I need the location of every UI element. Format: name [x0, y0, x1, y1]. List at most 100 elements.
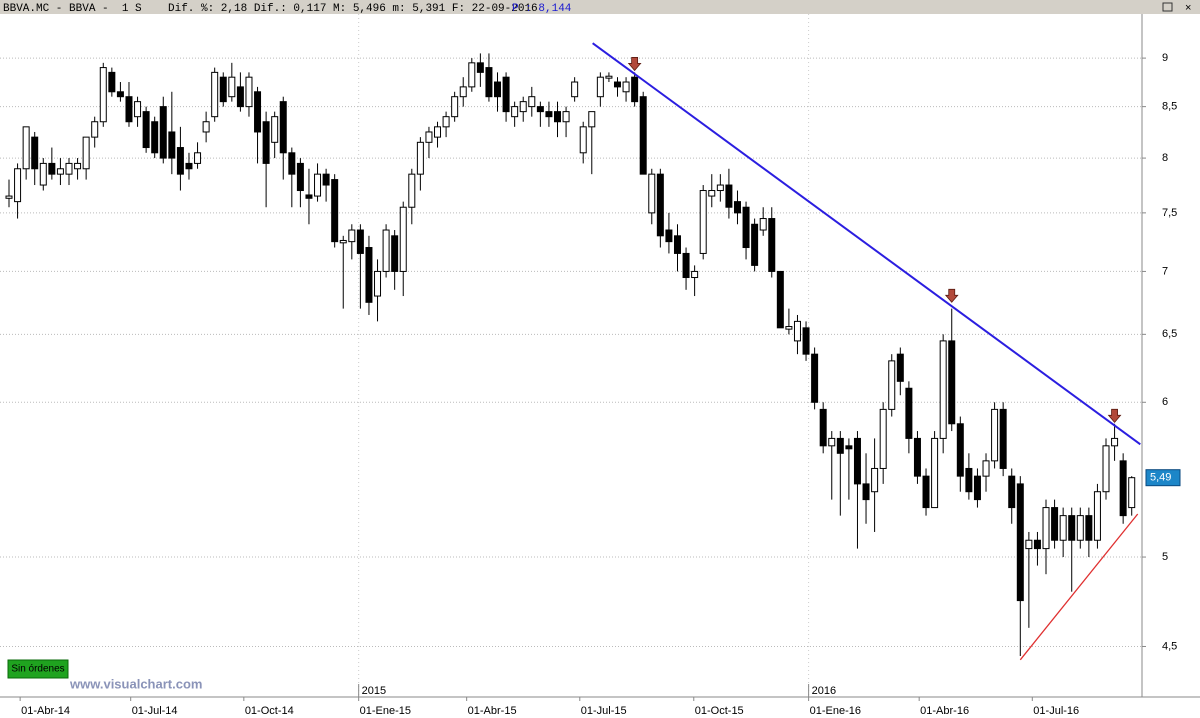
- candle-body: [271, 116, 279, 143]
- candle-body: [159, 106, 167, 159]
- candle-body: [751, 223, 759, 266]
- y-tick-label: 6,5: [1162, 328, 1177, 340]
- header-price: P : 8,144: [512, 3, 572, 15]
- candle-body: [999, 408, 1007, 469]
- candle-body: [425, 131, 433, 143]
- candle-body: [485, 67, 493, 98]
- close-icon[interactable]: ×: [1185, 2, 1191, 14]
- candle-body: [1033, 539, 1041, 550]
- candle-body: [879, 408, 887, 469]
- candle-body: [314, 173, 322, 197]
- candle-body: [1119, 460, 1127, 517]
- candle-body: [305, 194, 313, 199]
- candle-body: [811, 353, 819, 403]
- candle-body: [91, 121, 99, 138]
- candle-body: [374, 270, 382, 297]
- candle-body: [31, 136, 39, 170]
- candle-body: [768, 218, 776, 272]
- candle-body: [991, 408, 999, 462]
- signal-arrow: [944, 288, 959, 303]
- candle-body: [468, 62, 476, 88]
- candle-body: [236, 86, 244, 108]
- last-price-label: 5,49: [1150, 472, 1171, 484]
- y-tick-label: 7: [1162, 265, 1168, 277]
- candle-body: [168, 131, 176, 159]
- candle-body: [74, 162, 82, 170]
- candle-body: [296, 162, 304, 192]
- candle-body: [82, 136, 90, 170]
- candle-body: [528, 96, 536, 108]
- x-tick-label: 01-Jul-16: [1033, 705, 1079, 717]
- candle-body: [511, 106, 519, 118]
- header-symbol: BBVA.MC - BBVA - 1 S: [3, 3, 142, 15]
- candle-body: [905, 387, 913, 439]
- x-tick-label: 01-Oct-15: [695, 705, 744, 717]
- candle-body: [699, 190, 707, 254]
- candle-body: [459, 86, 467, 98]
- candle-body: [494, 81, 502, 98]
- candle-body: [776, 270, 784, 329]
- candle-body: [639, 96, 647, 175]
- year-label: 2015: [362, 685, 386, 697]
- candle-body: [22, 126, 30, 170]
- candle-body: [1025, 539, 1033, 550]
- candle-body: [399, 206, 407, 272]
- candle-body: [682, 252, 690, 279]
- candle-body: [442, 116, 450, 128]
- candle-body: [339, 239, 347, 244]
- candle-body: [356, 229, 364, 254]
- candle-body: [939, 340, 947, 439]
- candle-body: [348, 229, 356, 243]
- candle-body: [1085, 515, 1093, 541]
- last-price-box: [1145, 469, 1181, 487]
- candle-body: [39, 162, 47, 186]
- candle-body: [708, 190, 716, 197]
- candle-body: [1068, 515, 1076, 541]
- candle-body: [1008, 475, 1016, 509]
- candle-body: [802, 327, 810, 355]
- candle-body: [828, 437, 836, 447]
- candle-body: [1042, 507, 1050, 550]
- candle-body: [913, 437, 921, 477]
- status-box[interactable]: [7, 659, 69, 679]
- candle-body: [99, 67, 107, 123]
- candle-body: [1051, 507, 1059, 541]
- trendline: [592, 42, 1141, 446]
- candle-body: [845, 445, 853, 450]
- candle-body: [262, 121, 270, 164]
- candle-body: [202, 121, 210, 133]
- candle-body: [151, 121, 159, 154]
- candle-body: [1111, 437, 1119, 447]
- candle-body: [554, 111, 562, 123]
- candle-body: [288, 152, 296, 175]
- signal-arrow: [627, 57, 642, 72]
- candle-body: [108, 71, 116, 93]
- x-tick-label: 01-Jul-15: [581, 705, 627, 717]
- x-tick-label: 01-Jul-14: [132, 705, 178, 717]
- candle-body: [408, 173, 416, 208]
- candle-body: [982, 460, 990, 477]
- candle-body: [331, 179, 339, 243]
- menu-icon[interactable]: [1162, 2, 1173, 12]
- x-tick-label: 01-Oct-14: [245, 705, 294, 717]
- candle-body: [931, 437, 939, 509]
- candle-body: [245, 76, 253, 108]
- candle-body: [56, 168, 64, 175]
- candle-body: [228, 76, 236, 98]
- y-tick-label: 5: [1162, 551, 1168, 563]
- candle-body: [965, 467, 973, 493]
- candle-body: [451, 96, 459, 118]
- candle-body: [656, 173, 664, 237]
- candle-body: [733, 201, 741, 214]
- x-tick-label: 01-Abr-15: [468, 705, 517, 717]
- candle-body: [562, 111, 570, 123]
- x-tick-label: 01-Ene-15: [360, 705, 411, 717]
- candle-body: [536, 106, 544, 113]
- candle-body: [605, 75, 613, 79]
- candle-body: [219, 76, 227, 103]
- header-fields: Dif. %: 2,18 Dif.: 0,117 M: 5,496 m: 5,3…: [168, 3, 538, 15]
- candle-body: [5, 195, 13, 199]
- candle-body: [1102, 445, 1110, 493]
